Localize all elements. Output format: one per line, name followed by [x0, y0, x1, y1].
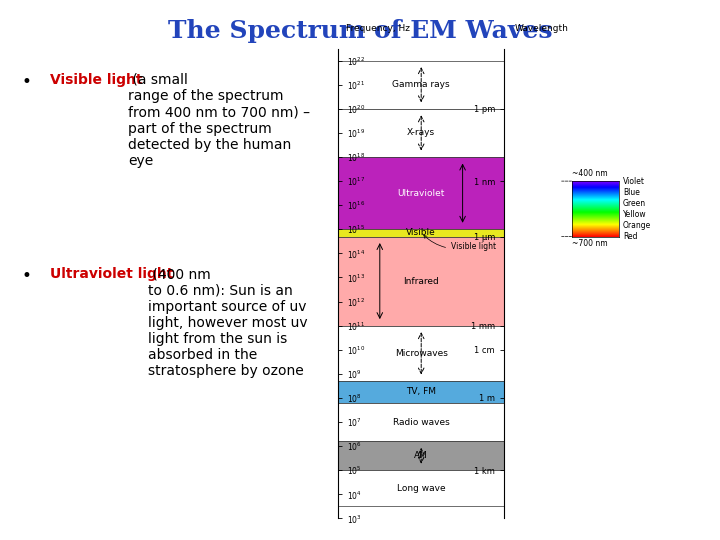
Text: Visible light: Visible light — [424, 235, 496, 251]
Text: Wavelength: Wavelength — [515, 24, 569, 33]
Text: Frequency, Hz: Frequency, Hz — [346, 24, 410, 33]
Text: Violet: Violet — [623, 177, 645, 186]
Bar — [338, 441, 504, 470]
Text: The Spectrum of EM Waves: The Spectrum of EM Waves — [168, 19, 552, 43]
Text: Ultraviolet light: Ultraviolet light — [50, 267, 174, 281]
Bar — [338, 237, 504, 326]
Text: Infrared: Infrared — [403, 276, 439, 286]
Text: Blue: Blue — [623, 188, 639, 197]
Text: Radio waves: Radio waves — [393, 417, 449, 427]
Bar — [338, 109, 504, 157]
Bar — [338, 381, 504, 403]
Text: Ultraviolet: Ultraviolet — [397, 188, 445, 198]
Text: •: • — [22, 267, 32, 285]
Text: (a small
range of the spectrum
from 400 nm to 700 nm) –
part of the spectrum
det: (a small range of the spectrum from 400 … — [128, 73, 310, 168]
Text: (400 nm
to 0.6 nm): Sun is an
important source of uv
light, however most uv
ligh: (400 nm to 0.6 nm): Sun is an important … — [148, 267, 307, 379]
Text: ~400 nm: ~400 nm — [572, 170, 608, 178]
Bar — [338, 230, 504, 237]
Text: X-rays: X-rays — [407, 129, 436, 137]
Text: Microwaves: Microwaves — [395, 349, 448, 358]
Bar — [338, 403, 504, 441]
Text: Yellow: Yellow — [623, 210, 647, 219]
Text: Visible: Visible — [406, 228, 436, 238]
Text: •: • — [22, 73, 32, 91]
Bar — [338, 157, 504, 230]
Bar — [338, 60, 504, 109]
Text: TV, FM: TV, FM — [406, 387, 436, 396]
Text: Orange: Orange — [623, 221, 651, 230]
Text: AM: AM — [414, 451, 428, 460]
Bar — [338, 470, 504, 507]
Text: Gamma rays: Gamma rays — [392, 80, 450, 89]
Text: Long wave: Long wave — [397, 484, 446, 493]
Text: Green: Green — [623, 199, 646, 208]
Text: ~700 nm: ~700 nm — [572, 239, 608, 248]
Text: Red: Red — [623, 232, 637, 241]
Bar — [338, 326, 504, 381]
Text: Visible light: Visible light — [50, 73, 143, 87]
